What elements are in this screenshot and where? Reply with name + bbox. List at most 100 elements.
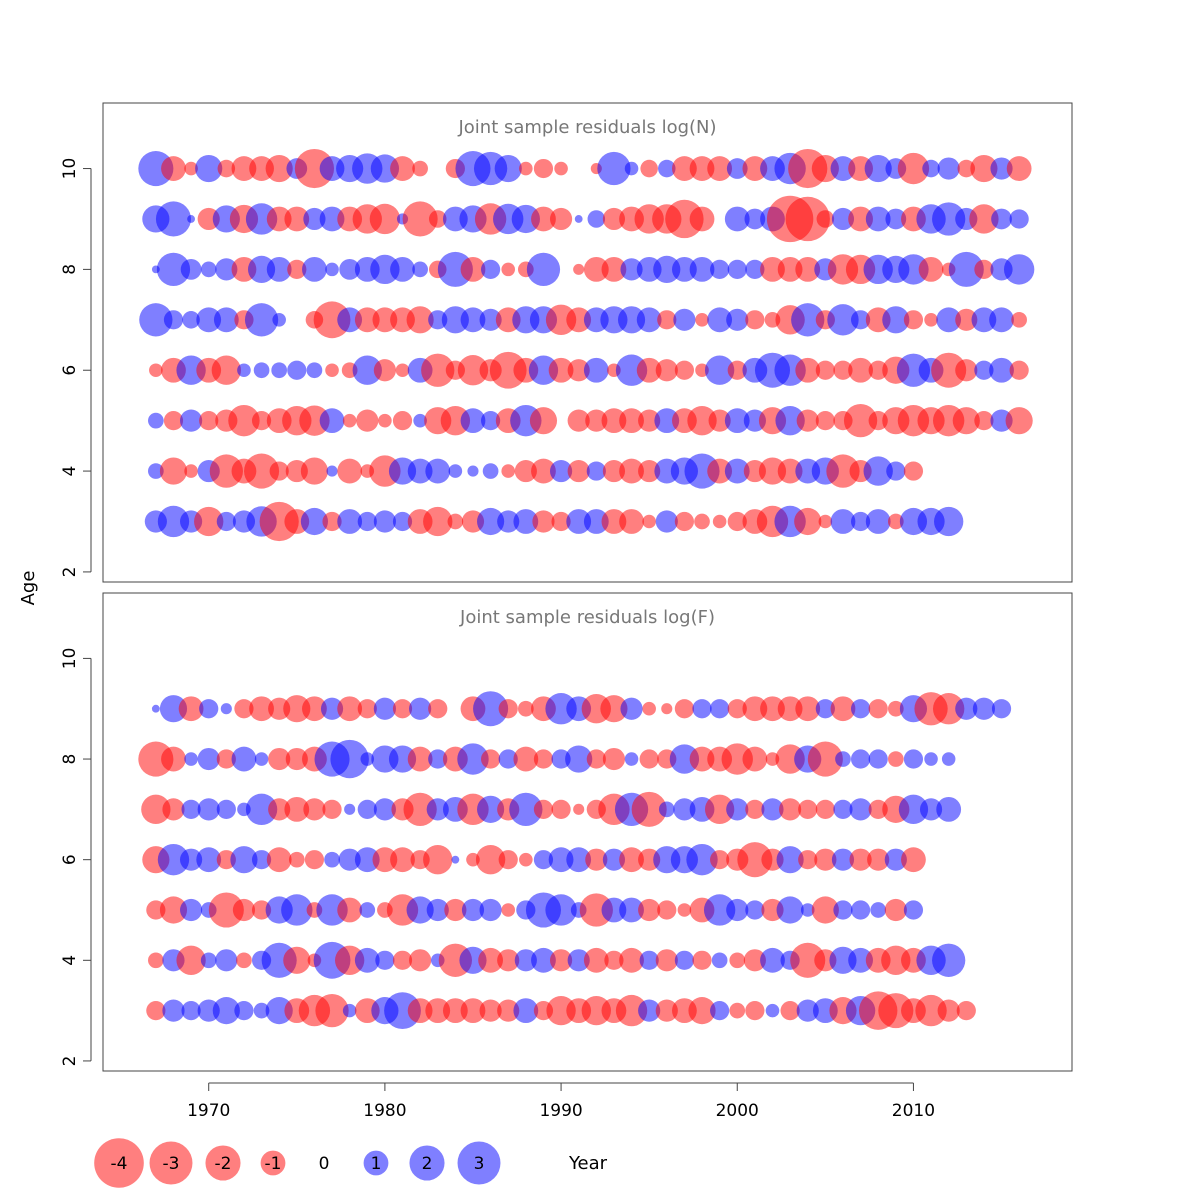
bubble [758, 457, 787, 485]
bubble [437, 251, 473, 287]
bubble [989, 357, 1014, 383]
bubble [1009, 360, 1029, 380]
bubble [604, 950, 624, 970]
bubble [426, 798, 449, 821]
bubble [815, 699, 835, 719]
bubble [473, 691, 509, 727]
bubble [579, 893, 613, 927]
bubble [881, 945, 911, 975]
bubble [482, 463, 499, 479]
bubble [199, 411, 219, 431]
bubble [602, 207, 626, 231]
bubble [638, 898, 661, 922]
bubble [155, 201, 192, 237]
bubble [583, 357, 609, 383]
bubble [251, 850, 272, 870]
bubble [245, 203, 278, 235]
bubble [573, 263, 585, 275]
legend-item: -4 [94, 1138, 144, 1188]
legend-label: -2 [215, 1154, 232, 1174]
bubble [478, 947, 503, 973]
bubble [601, 256, 627, 282]
bubble [475, 845, 506, 875]
bubble [710, 1001, 730, 1021]
bubble [337, 696, 363, 722]
bubble [602, 459, 626, 483]
bubble [932, 202, 966, 236]
bubble [974, 360, 994, 380]
bubble [489, 351, 527, 389]
bubble [209, 454, 243, 488]
bubble [266, 256, 292, 282]
bubble [586, 749, 606, 769]
legend-bubble [457, 1141, 501, 1185]
bubble [620, 258, 643, 281]
bubble [674, 699, 695, 719]
bubble [480, 749, 501, 769]
legend-label: -1 [265, 1154, 282, 1174]
bubble [479, 308, 502, 331]
bubble [325, 363, 339, 378]
bubble [830, 509, 856, 534]
bubble [244, 453, 280, 489]
bubble [519, 161, 533, 176]
bubble [501, 262, 516, 277]
bubble [745, 310, 765, 330]
bubble [208, 892, 244, 928]
bubble [673, 798, 696, 821]
bubble [334, 945, 365, 975]
bubble [850, 900, 871, 920]
bubble [176, 355, 206, 385]
bubble [266, 206, 292, 232]
bubble [151, 704, 160, 713]
bubble [567, 459, 590, 483]
bubble [711, 952, 728, 969]
bubble [457, 355, 489, 386]
bubble [369, 203, 401, 235]
bubble [903, 900, 924, 920]
panel-title: Joint sample residuals log(F) [459, 607, 715, 628]
bubble [549, 459, 573, 483]
bubble [272, 313, 286, 327]
bubble [657, 310, 677, 330]
bubble [903, 461, 924, 481]
bubble [514, 459, 537, 483]
bubble [497, 999, 520, 1022]
bubble [531, 458, 556, 484]
bubble [549, 207, 573, 231]
bubble [924, 752, 938, 766]
bubble [990, 157, 1013, 180]
bubble [712, 514, 727, 529]
bubble [798, 850, 818, 870]
bubble [1011, 311, 1027, 328]
bubble [884, 848, 907, 871]
bubble [315, 993, 349, 1028]
bubble [395, 363, 410, 378]
bubble [428, 210, 447, 228]
bubble [324, 851, 340, 868]
legend-bubble [205, 1145, 241, 1181]
bubble [370, 154, 400, 183]
bubble [655, 949, 678, 972]
bubble [304, 850, 325, 870]
bubble [337, 897, 363, 923]
legend-label: 2 [422, 1154, 433, 1174]
bubble [830, 696, 856, 722]
bubble [798, 799, 818, 819]
bubble [148, 952, 164, 969]
bubble [600, 695, 628, 723]
bubble [181, 1001, 201, 1021]
bubble [566, 509, 592, 534]
bubble [870, 902, 887, 918]
bubble [551, 749, 571, 769]
bubble [403, 792, 437, 826]
bubble [936, 796, 962, 822]
bubble [268, 798, 291, 821]
bubble [795, 256, 821, 282]
bubble [228, 404, 260, 437]
bubble [356, 409, 379, 432]
legend-item: -3 [149, 1141, 193, 1185]
bubble [342, 413, 357, 428]
bubble [815, 360, 835, 380]
bubble [526, 252, 561, 287]
